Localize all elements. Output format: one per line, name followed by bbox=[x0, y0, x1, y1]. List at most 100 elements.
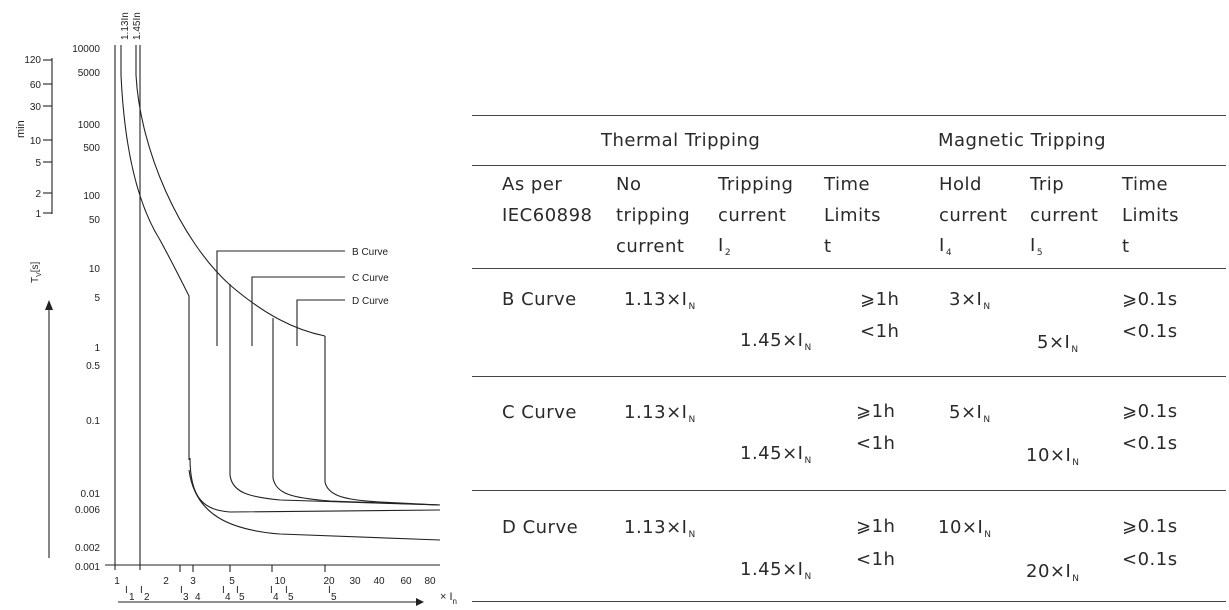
x-multiplier-label: × In bbox=[440, 591, 457, 606]
row-rule bbox=[472, 376, 1226, 377]
x-tick: 5 bbox=[229, 576, 235, 587]
x-tick: 80 bbox=[424, 576, 436, 587]
min-tick: 120 bbox=[24, 55, 41, 66]
x-arrow-head bbox=[416, 598, 424, 606]
time-arrow-head bbox=[45, 300, 53, 310]
x-tick: 60 bbox=[400, 576, 412, 587]
x-sub-label: 4 bbox=[273, 592, 279, 603]
col-as-per: As per IEC60898 bbox=[502, 174, 593, 226]
header-rule bbox=[472, 165, 1226, 166]
trip-curve-diagram: 1.13In 1.45In min 120 60 30 10 5 2 1 100… bbox=[15, 12, 457, 606]
sec-tick: 0.006 bbox=[75, 505, 100, 516]
row-name: C Curve bbox=[502, 402, 577, 423]
row-rule bbox=[472, 490, 1226, 491]
time-short: <1h bbox=[860, 321, 900, 342]
time-short: <1h bbox=[856, 433, 896, 454]
x-tick: 1 bbox=[114, 576, 120, 587]
trip-value: 1.45×IN bbox=[740, 330, 812, 353]
x-sub-label: 1 bbox=[129, 592, 135, 603]
c-curve-leader bbox=[251, 276, 345, 346]
x-sub-label: 5 bbox=[331, 592, 337, 603]
sec-tick: 0.001 bbox=[75, 562, 100, 573]
d-curve-label: D Curve bbox=[352, 296, 389, 307]
time-mag-short: <0.1s bbox=[1122, 321, 1178, 342]
sec-tick: 0.01 bbox=[81, 489, 101, 500]
sec-tick: 0.1 bbox=[86, 416, 100, 427]
thermal-curve-upper bbox=[135, 74, 326, 337]
min-tick: 1 bbox=[35, 209, 41, 220]
sec-tick: 0.002 bbox=[75, 543, 100, 554]
x-tick: 40 bbox=[373, 576, 385, 587]
sec-tick: 1000 bbox=[78, 120, 101, 131]
time-mag-long: ⩾0.1s bbox=[1122, 289, 1178, 310]
x-sub-label: 3 bbox=[183, 592, 189, 603]
x-sub-label: 5 bbox=[288, 592, 294, 603]
label-1-45In: 1.45In bbox=[132, 12, 143, 40]
time-axis-label: TV[s] bbox=[30, 261, 43, 283]
b-curve-label: B Curve bbox=[352, 247, 389, 258]
sec-tick: 50 bbox=[89, 215, 101, 226]
x-sub-label: I bbox=[222, 585, 225, 596]
hold-value: 5×IN bbox=[949, 402, 991, 425]
x-sub-label: I bbox=[140, 585, 143, 596]
magnetic-tripping-header: Magnetic Tripping bbox=[938, 130, 1107, 151]
bottom-curve bbox=[188, 469, 441, 541]
col-no-tripping: No tripping current bbox=[616, 174, 691, 257]
no-trip-value: 1.13×IN bbox=[624, 517, 696, 540]
sec-tick: 5000 bbox=[78, 68, 101, 79]
col-tripping-current: Tripping current bbox=[718, 174, 794, 226]
col-time-limits-magnetic: Time Limits t bbox=[1122, 174, 1179, 257]
trip-value: 1.45×IN bbox=[740, 559, 812, 582]
x-tick: 30 bbox=[349, 576, 361, 587]
time-long: ⩾1h bbox=[856, 401, 896, 422]
tripping-table: Thermal Tripping Magnetic Tripping As pe… bbox=[472, 115, 1226, 605]
trip-mag-value: 10×IN bbox=[1026, 445, 1080, 468]
thermal-tripping-header: Thermal Tripping bbox=[601, 130, 761, 151]
col-time-limits-thermal: Time Limits t bbox=[824, 174, 881, 257]
x-sub-label: 4 bbox=[225, 592, 231, 603]
x-sub-label: 2 bbox=[144, 592, 150, 603]
col-i4-symbol: I4 bbox=[939, 235, 952, 258]
time-mag-short: <0.1s bbox=[1122, 549, 1178, 570]
time-short: <1h bbox=[856, 549, 896, 570]
time-long: ⩾1h bbox=[860, 289, 900, 310]
row-rule bbox=[472, 268, 1226, 269]
time-mag-long: ⩾0.1s bbox=[1122, 516, 1178, 537]
c-curve-label: C Curve bbox=[352, 273, 389, 284]
time-mag-long: ⩾0.1s bbox=[1122, 401, 1178, 422]
thermal-curve-lower bbox=[120, 74, 190, 460]
b-curve-magnetic bbox=[229, 284, 441, 506]
time-long: ⩾1h bbox=[856, 516, 896, 537]
x-sub-label: I bbox=[236, 585, 239, 596]
min-tick: 10 bbox=[30, 136, 42, 147]
sec-tick: 100 bbox=[83, 191, 100, 202]
sec-tick: 500 bbox=[83, 143, 100, 154]
x-sub-label: I bbox=[270, 585, 273, 596]
row-name: B Curve bbox=[502, 289, 577, 310]
svg-text:TV[s]: TV[s] bbox=[30, 261, 43, 283]
b-curve-leader bbox=[216, 250, 345, 346]
min-tick: 30 bbox=[30, 102, 42, 113]
no-trip-value: 1.13×IN bbox=[624, 402, 696, 425]
x-sub-label: 5 bbox=[239, 592, 245, 603]
x-sub-label: I bbox=[328, 585, 331, 596]
col-hold-current: Hold current bbox=[939, 174, 1008, 226]
sec-tick: 0.5 bbox=[86, 361, 100, 372]
x-sub-label: I bbox=[180, 585, 183, 596]
col-i5-symbol: I5 bbox=[1030, 235, 1043, 258]
time-mag-short: <0.1s bbox=[1122, 433, 1178, 454]
x-tick: 10 bbox=[274, 576, 286, 587]
col-trip-current: Trip current bbox=[1030, 174, 1099, 226]
label-1-13In: 1.13In bbox=[120, 12, 131, 40]
no-trip-value: 1.13×IN bbox=[624, 289, 696, 312]
table-top-rule bbox=[472, 115, 1226, 116]
sec-tick: 10000 bbox=[72, 44, 100, 55]
x-tick: 20 bbox=[323, 576, 335, 587]
hold-value: 10×IN bbox=[938, 517, 992, 540]
row-name: D Curve bbox=[502, 517, 579, 538]
hold-value: 3×IN bbox=[949, 289, 991, 312]
sec-tick: 1 bbox=[94, 343, 100, 354]
min-tick: 5 bbox=[35, 158, 41, 169]
x-sub-label: 4 bbox=[195, 592, 201, 603]
sec-tick: 5 bbox=[94, 293, 100, 304]
